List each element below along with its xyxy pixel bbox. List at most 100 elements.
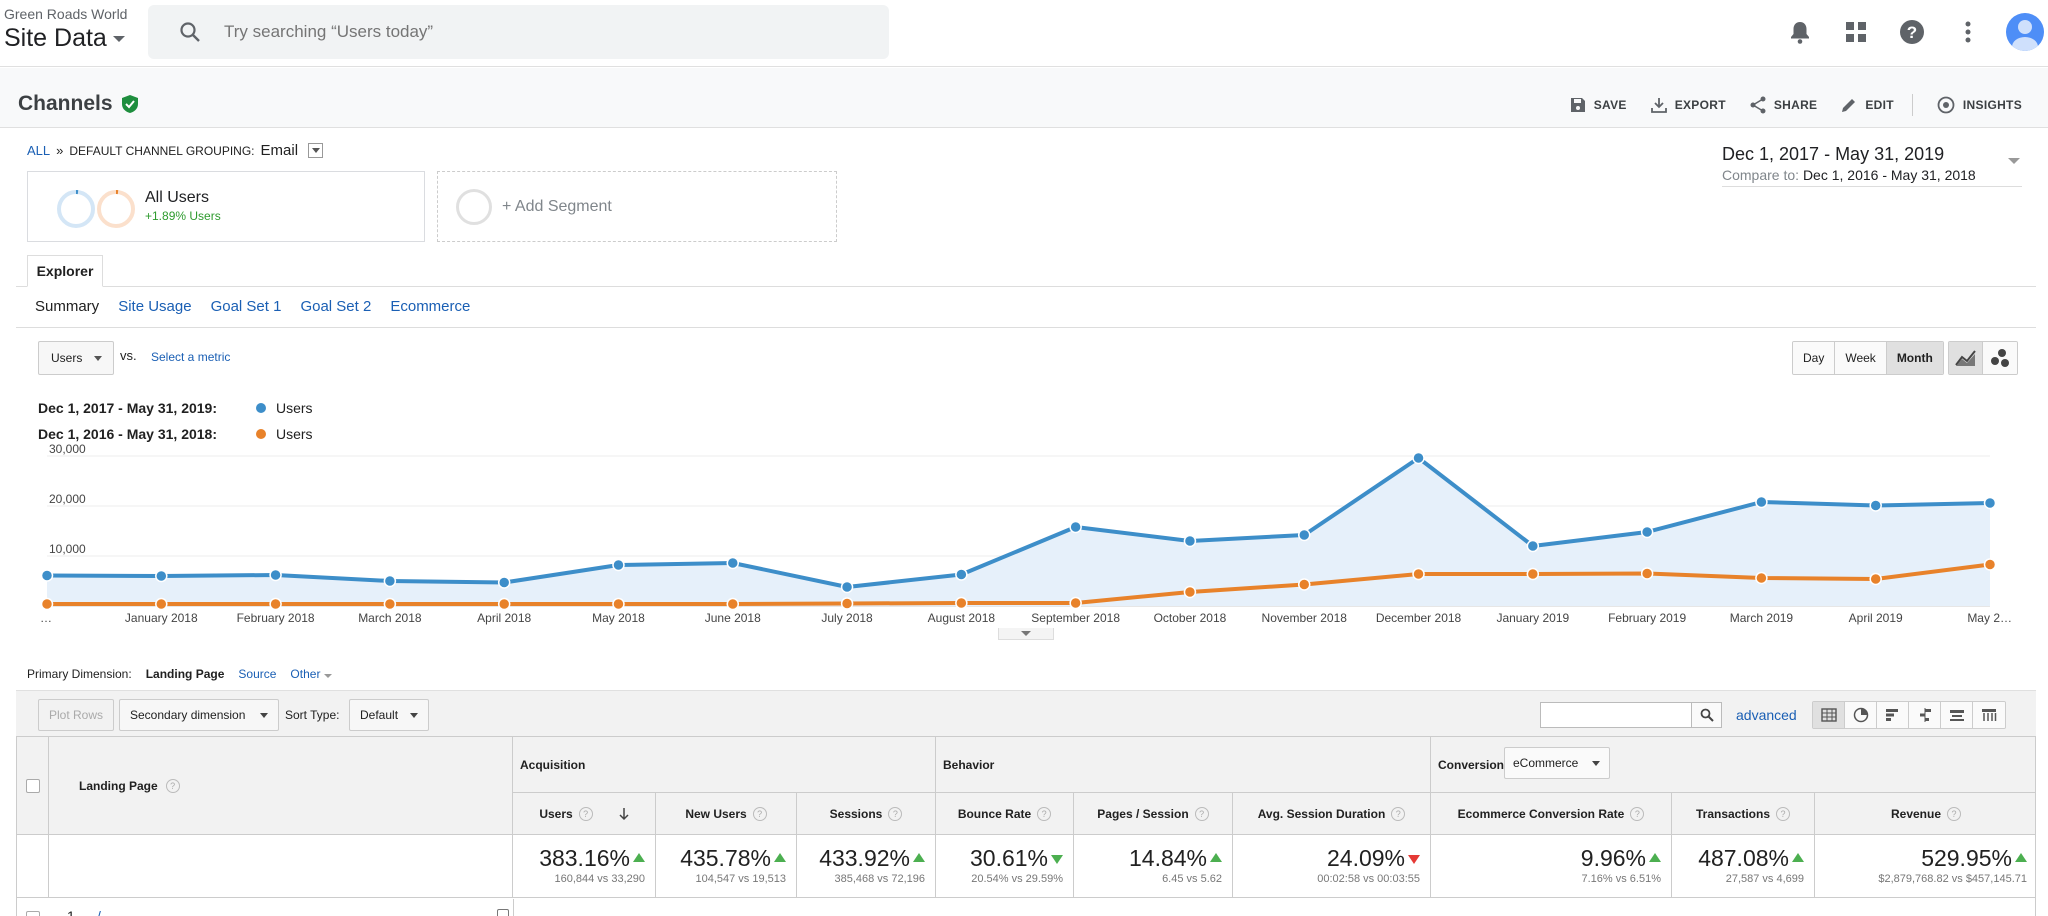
column-transactions[interactable]: Transactions? (1672, 793, 1815, 835)
dimension-source[interactable]: Source (238, 667, 277, 681)
data-point-previous (1183, 585, 1197, 599)
row-landing-page-link[interactable]: / (97, 908, 101, 916)
pencil-icon (1842, 99, 1856, 112)
bell-icon[interactable] (1780, 12, 1820, 52)
help-icon[interactable]: ? (752, 806, 767, 821)
subtab-goal-set-1[interactable]: Goal Set 1 (210, 298, 282, 315)
term-cloud-icon[interactable] (1941, 702, 1973, 728)
help-icon[interactable]: ? (1391, 806, 1406, 821)
column-revenue[interactable]: Revenue? (1815, 793, 2035, 835)
divider (16, 327, 2036, 328)
conversions-goal-select[interactable]: eCommerce (1504, 747, 1610, 779)
x-tick-label: … (40, 611, 52, 625)
select-all-checkbox[interactable] (26, 779, 40, 793)
subtab-goal-set-2[interactable]: Goal Set 2 (300, 298, 372, 315)
table-filter-input[interactable] (1540, 702, 1692, 728)
help-icon[interactable]: ? (1630, 806, 1645, 821)
column-pages-per-session[interactable]: Pages / Session? (1074, 793, 1233, 835)
total-revenue: 529.95% $2,879,768.82 vs $457,145.71 (1815, 835, 2035, 898)
help-icon[interactable]: ? (1776, 806, 1791, 821)
table-row[interactable]: 1. / (17, 899, 2035, 916)
advanced-filter-link[interactable]: advanced (1736, 707, 1797, 723)
segment-rings-icon (57, 190, 135, 228)
save-button[interactable]: SAVE (1570, 97, 1627, 113)
segment-card-all-users[interactable]: All Users +1.89% Users (27, 171, 425, 242)
subtab-summary[interactable]: Summary (35, 298, 100, 315)
subtab-ecommerce[interactable]: Ecommerce (390, 298, 471, 315)
dimension-landing-page[interactable]: Landing Page (145, 667, 225, 681)
subtab-site-usage[interactable]: Site Usage (118, 298, 192, 315)
search-input[interactable] (224, 22, 824, 42)
help-icon[interactable]: ? (578, 806, 593, 821)
account-name: Green Roads World (4, 6, 128, 22)
more-vert-icon[interactable] (1948, 12, 1988, 52)
data-point-current (1869, 499, 1882, 512)
help-icon[interactable]: ? (888, 806, 903, 821)
column-bounce-rate[interactable]: Bounce Rate? (936, 793, 1074, 835)
data-point-current (383, 574, 397, 588)
period-month-button[interactable]: Month (1886, 342, 1943, 374)
comparison-icon[interactable] (1909, 702, 1941, 728)
line-chart-icon[interactable] (1949, 342, 1983, 374)
breadcrumb: ALL » DEFAULT CHANNEL GROUPING: Email (27, 142, 324, 159)
share-button[interactable]: SHARE (1750, 96, 1818, 114)
column-users[interactable]: Users? (513, 793, 656, 835)
column-new-users[interactable]: New Users? (656, 793, 797, 835)
select-comparison-metric-link[interactable]: Select a metric (151, 350, 231, 364)
edit-button[interactable]: EDIT (1841, 97, 1894, 113)
data-point-current (1755, 495, 1768, 509)
help-icon[interactable]: ? (1947, 806, 1962, 821)
grouping-dropdown[interactable] (308, 143, 324, 158)
insights-button[interactable]: INSIGHTS (1937, 96, 2022, 114)
landing-page-header[interactable]: Landing Page ? (49, 737, 513, 835)
metric-select[interactable]: Users (38, 341, 114, 375)
help-icon[interactable]: ? (1194, 806, 1209, 821)
total-percent: 529.95% (1921, 845, 2012, 871)
dimension-other[interactable]: Other (290, 667, 332, 681)
total-pages-per-session: 14.84% 6.45 vs 5.62 (1074, 835, 1233, 898)
search-bar[interactable] (148, 5, 889, 59)
row-checkbox[interactable] (26, 911, 40, 916)
column-ecommerce-conversion-rate[interactable]: Ecommerce Conversion Rate? (1431, 793, 1672, 835)
period-day-button[interactable]: Day (1793, 342, 1836, 374)
caret-down-icon (410, 712, 418, 718)
add-segment-button[interactable]: + Add Segment (437, 171, 837, 242)
data-table-icon[interactable] (1813, 702, 1845, 728)
sort-type-select[interactable]: Default (349, 699, 429, 731)
series-line-current (46, 456, 1991, 589)
data-point-previous (40, 597, 54, 611)
account-selector[interactable]: Green Roads World Site Data (4, 6, 127, 53)
apps-grid-icon[interactable] (1836, 12, 1876, 52)
arrow-up-green-icon (1210, 853, 1222, 862)
data-point-current (955, 568, 968, 581)
property-name: Site Data (4, 24, 107, 52)
help-icon[interactable]: ? (165, 779, 180, 793)
motion-chart-icon[interactable] (1983, 342, 2017, 374)
help-icon[interactable]: ? (1037, 806, 1052, 821)
x-tick-label: March 2018 (358, 611, 422, 625)
chart-resize-handle[interactable] (998, 628, 1054, 640)
secondary-dimension-select[interactable]: Secondary dimension (119, 699, 279, 731)
avatar[interactable] (2006, 13, 2044, 51)
tab-divider (16, 286, 2036, 287)
help-icon[interactable]: ? (1892, 12, 1932, 52)
breadcrumb-all-link[interactable]: ALL (27, 143, 51, 158)
plot-rows-button[interactable]: Plot Rows (38, 699, 115, 731)
pivot-icon[interactable] (1973, 702, 2005, 728)
tab-explorer[interactable]: Explorer (27, 255, 103, 287)
arrow-up-green-icon (633, 853, 645, 862)
x-tick-label: September 2018 (1031, 611, 1120, 625)
column-avg-session-duration[interactable]: Avg. Session Duration? (1233, 793, 1431, 835)
table-search-button[interactable] (1692, 702, 1722, 728)
users-line-chart: 30,000 20,000 10,000 … January 2018 February … (40, 442, 2012, 625)
pie-chart-icon[interactable] (1845, 702, 1877, 728)
date-range-picker[interactable]: Dec 1, 2017 - May 31, 2019 Compare to: D… (1722, 144, 2022, 187)
total-comparison: 7.16% vs 6.51% (1581, 873, 1662, 885)
open-page-icon[interactable] (497, 909, 509, 916)
export-button[interactable]: EXPORT (1650, 97, 1726, 113)
period-week-button[interactable]: Week (1835, 342, 1887, 374)
performance-bars-icon[interactable] (1877, 702, 1909, 728)
legend-dot-icon (256, 429, 266, 439)
total-comparison: 104,547 vs 19,513 (695, 873, 786, 885)
column-sessions[interactable]: Sessions? (797, 793, 936, 835)
